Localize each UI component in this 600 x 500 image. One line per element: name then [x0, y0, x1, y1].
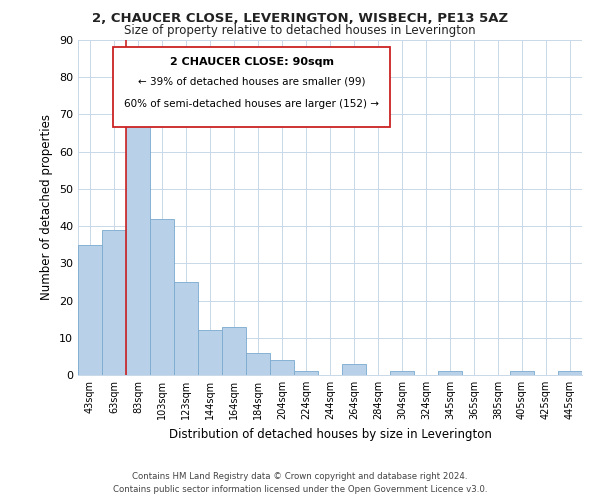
- Y-axis label: Number of detached properties: Number of detached properties: [40, 114, 53, 300]
- Text: 60% of semi-detached houses are larger (152) →: 60% of semi-detached houses are larger (…: [124, 98, 379, 108]
- Bar: [246, 352, 270, 375]
- Bar: [558, 372, 582, 375]
- Bar: [174, 282, 198, 375]
- Bar: [294, 372, 318, 375]
- Bar: [78, 244, 102, 375]
- Text: 2, CHAUCER CLOSE, LEVERINGTON, WISBECH, PE13 5AZ: 2, CHAUCER CLOSE, LEVERINGTON, WISBECH, …: [92, 12, 508, 26]
- Text: ← 39% of detached houses are smaller (99): ← 39% of detached houses are smaller (99…: [138, 77, 365, 87]
- FancyBboxPatch shape: [113, 46, 391, 127]
- Bar: [222, 326, 246, 375]
- Text: Contains HM Land Registry data © Crown copyright and database right 2024.
Contai: Contains HM Land Registry data © Crown c…: [113, 472, 487, 494]
- Text: Size of property relative to detached houses in Leverington: Size of property relative to detached ho…: [124, 24, 476, 37]
- Bar: [270, 360, 294, 375]
- X-axis label: Distribution of detached houses by size in Leverington: Distribution of detached houses by size …: [169, 428, 491, 440]
- Bar: [102, 230, 126, 375]
- Bar: [126, 104, 150, 375]
- Text: 2 CHAUCER CLOSE: 90sqm: 2 CHAUCER CLOSE: 90sqm: [170, 56, 334, 66]
- Bar: [510, 372, 534, 375]
- Bar: [150, 218, 174, 375]
- Bar: [198, 330, 222, 375]
- Bar: [342, 364, 366, 375]
- Bar: [390, 372, 414, 375]
- Bar: [438, 372, 462, 375]
